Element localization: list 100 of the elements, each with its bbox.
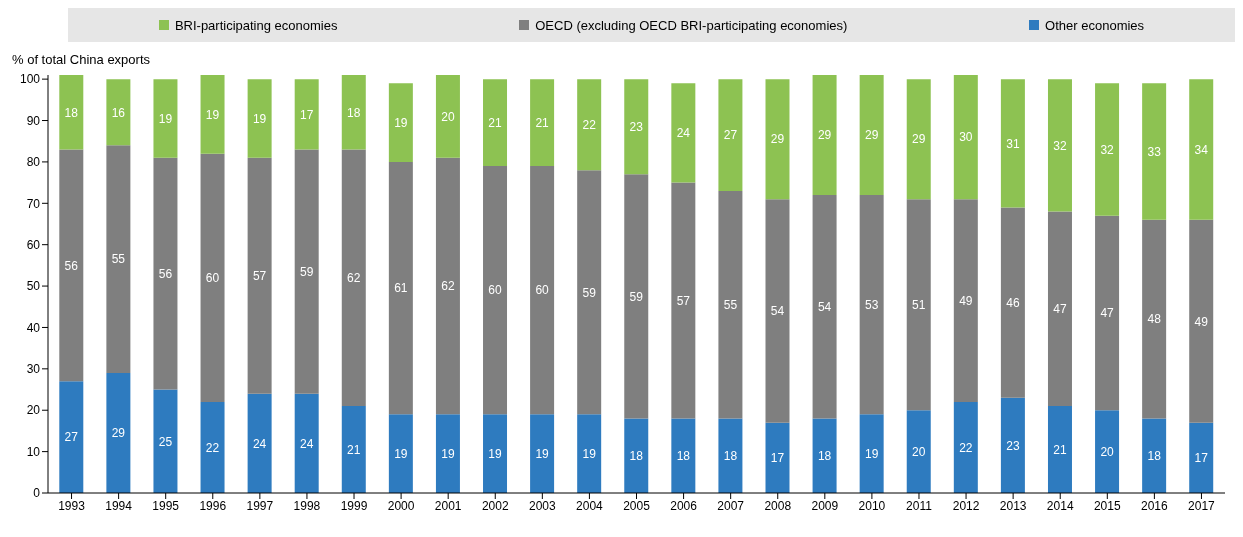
data-label: 29	[864, 128, 879, 143]
x-tick-label: 2014	[1046, 498, 1074, 513]
data-label: 19	[535, 446, 550, 461]
bar	[530, 414, 555, 493]
y-tick-label: 0	[33, 486, 41, 501]
data-label: 34	[1194, 142, 1209, 157]
bar	[718, 418, 743, 493]
data-label: 59	[629, 289, 644, 304]
data-label: 18	[629, 449, 644, 464]
bar	[859, 195, 884, 415]
bar	[1189, 79, 1214, 220]
y-tick-label: 70	[26, 196, 41, 211]
y-tick-label: 90	[26, 113, 41, 128]
bar	[294, 79, 319, 150]
data-label: 32	[1053, 138, 1067, 153]
data-label: 19	[441, 446, 455, 461]
y-tick-label: 10	[26, 444, 41, 459]
y-tick-label: 20	[26, 403, 41, 418]
bar	[341, 149, 366, 407]
data-label: 23	[629, 119, 644, 134]
x-tick-label: 2017	[1188, 498, 1216, 513]
data-label: 24	[676, 126, 691, 141]
bar	[106, 372, 131, 493]
bar	[577, 170, 602, 415]
bar	[624, 174, 649, 419]
data-label: 19	[205, 107, 220, 122]
bar	[1047, 79, 1072, 212]
data-label: 16	[111, 105, 126, 120]
data-label: 61	[394, 281, 408, 296]
x-tick-label: 1998	[293, 498, 321, 513]
bar	[388, 414, 413, 493]
x-tick-label: 2001	[434, 498, 462, 513]
data-label: 18	[347, 105, 361, 120]
bar	[59, 381, 84, 493]
data-label: 21	[488, 115, 503, 130]
bar	[247, 393, 272, 493]
bar	[859, 75, 884, 196]
data-label: 24	[252, 436, 267, 451]
data-label: 54	[770, 304, 785, 319]
x-tick-label: 1997	[246, 498, 274, 513]
bar	[812, 195, 837, 419]
bar	[577, 79, 602, 171]
bar	[953, 401, 978, 493]
bar	[106, 145, 131, 373]
x-tick-label: 2007	[717, 498, 745, 513]
bar	[294, 149, 319, 394]
bar	[200, 75, 225, 154]
bar	[530, 79, 555, 167]
y-tick-label: 80	[26, 155, 41, 170]
bar	[1189, 422, 1214, 493]
data-label: 47	[1053, 302, 1067, 317]
data-label: 17	[770, 451, 785, 466]
x-tick-label: 2006	[670, 498, 698, 513]
data-label: 49	[959, 293, 973, 308]
bar	[483, 414, 508, 493]
data-label: 20	[912, 444, 926, 459]
data-label: 19	[394, 446, 408, 461]
data-label: 18	[817, 449, 832, 464]
bar	[1142, 83, 1167, 220]
data-label: 24	[300, 436, 314, 451]
x-tick-label: 2015	[1093, 498, 1121, 513]
bar	[341, 406, 366, 493]
data-label: 22	[582, 117, 597, 132]
bar	[153, 157, 178, 390]
data-label: 27	[64, 430, 79, 445]
data-label: 18	[1147, 449, 1162, 464]
bar	[765, 79, 790, 200]
data-label: 17	[1194, 451, 1209, 466]
y-tick-label: 60	[26, 237, 41, 252]
bar	[153, 79, 178, 158]
bar	[953, 75, 978, 200]
data-label: 62	[441, 279, 455, 294]
bar	[200, 401, 225, 493]
data-label: 60	[488, 283, 503, 298]
data-label: 46	[1006, 295, 1020, 310]
bar	[718, 190, 743, 419]
data-label: 18	[676, 449, 691, 464]
y-axis-title: % of total China exports	[12, 52, 152, 67]
x-tick-label: 2009	[811, 498, 839, 513]
data-label: 23	[1006, 438, 1020, 453]
data-label: 59	[300, 264, 314, 279]
data-label: 56	[158, 266, 173, 281]
data-label: 62	[347, 271, 361, 286]
x-tick-label: 2003	[528, 498, 557, 513]
legend-label: BRI-participating economies	[173, 17, 338, 33]
bar	[483, 79, 508, 167]
data-label: 29	[770, 132, 785, 147]
y-tick-label: 30	[26, 362, 41, 377]
data-label: 29	[912, 132, 926, 147]
y-tick-label: 100	[19, 72, 41, 87]
bar	[294, 393, 319, 493]
bar	[1095, 83, 1120, 216]
bar	[906, 410, 931, 493]
data-label: 59	[582, 285, 597, 300]
data-label: 22	[959, 440, 973, 455]
x-tick-label: 2008	[764, 498, 792, 513]
data-label: 19	[158, 111, 173, 126]
x-tick-label: 1996	[199, 498, 227, 513]
data-label: 22	[205, 440, 220, 455]
bar	[530, 166, 555, 415]
